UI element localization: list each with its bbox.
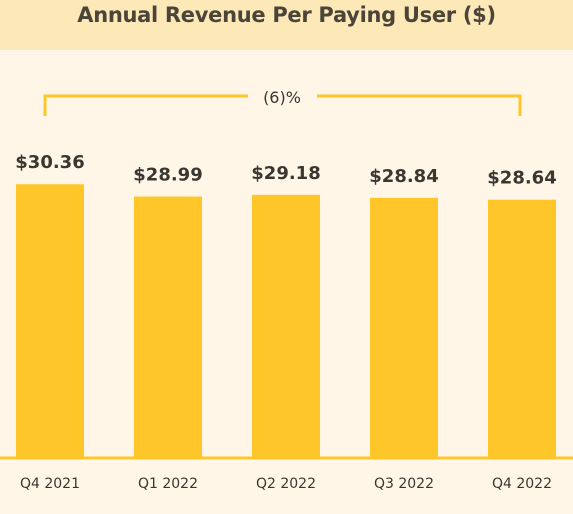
bar-q2-2022 bbox=[252, 194, 320, 457]
x-tick-label: Q1 2022 bbox=[138, 476, 198, 492]
x-tick-label: Q4 2022 bbox=[492, 476, 552, 492]
title-banner bbox=[0, 0, 573, 50]
bar-q1-2022 bbox=[134, 196, 202, 457]
bar-q4-2022 bbox=[488, 199, 556, 458]
change-annotation: (6)% bbox=[263, 88, 301, 107]
value-label: $28.64 bbox=[487, 168, 556, 189]
value-label: $29.18 bbox=[251, 163, 320, 184]
change-bracket: (6)% bbox=[43, 88, 522, 116]
chart-title: Annual Revenue Per Paying User ($) bbox=[77, 3, 496, 27]
value-label: $28.99 bbox=[133, 165, 202, 186]
x-tick-label: Q4 2021 bbox=[20, 476, 80, 492]
value-label: $30.36 bbox=[15, 152, 84, 173]
bar-q4-2021 bbox=[16, 184, 84, 457]
x-tick-label: Q3 2022 bbox=[374, 476, 434, 492]
change-bracket-line bbox=[43, 94, 522, 116]
value-label: $28.84 bbox=[369, 166, 438, 187]
x-tick-label: Q2 2022 bbox=[256, 476, 316, 492]
bar-q3-2022 bbox=[370, 197, 438, 457]
